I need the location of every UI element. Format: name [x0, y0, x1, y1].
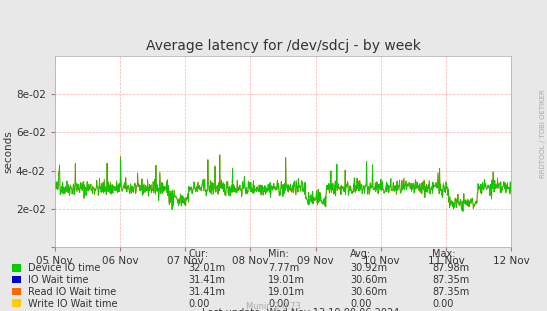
Text: 0.00: 0.00 [268, 299, 289, 309]
Text: RRDTOOL / TOBI OETIKER: RRDTOOL / TOBI OETIKER [540, 89, 546, 178]
Text: 7.77m: 7.77m [268, 263, 299, 273]
Text: 31.41m: 31.41m [189, 287, 226, 297]
Text: 87.35m: 87.35m [432, 287, 469, 297]
Text: Munin 2.0.73: Munin 2.0.73 [246, 301, 301, 310]
Title: Average latency for /dev/sdcj - by week: Average latency for /dev/sdcj - by week [146, 39, 421, 53]
Text: Read IO Wait time: Read IO Wait time [28, 287, 117, 297]
Text: 31.41m: 31.41m [189, 275, 226, 285]
Text: Last update: Wed Nov 13 10:00:06 2024: Last update: Wed Nov 13 10:00:06 2024 [202, 308, 399, 311]
Text: IO Wait time: IO Wait time [28, 275, 89, 285]
Text: Avg:: Avg: [350, 248, 371, 258]
Y-axis label: seconds: seconds [3, 130, 13, 173]
Text: 87.98m: 87.98m [432, 263, 469, 273]
Text: Min:: Min: [268, 248, 289, 258]
Text: Write IO Wait time: Write IO Wait time [28, 299, 118, 309]
Text: 0.00: 0.00 [189, 299, 210, 309]
Text: Max:: Max: [432, 248, 456, 258]
Text: 30.60m: 30.60m [350, 275, 387, 285]
Text: 30.60m: 30.60m [350, 287, 387, 297]
Text: 0.00: 0.00 [350, 299, 371, 309]
Text: 19.01m: 19.01m [268, 275, 305, 285]
Text: 0.00: 0.00 [432, 299, 453, 309]
Text: 32.01m: 32.01m [189, 263, 226, 273]
Text: 19.01m: 19.01m [268, 287, 305, 297]
Text: 30.92m: 30.92m [350, 263, 387, 273]
Text: 87.35m: 87.35m [432, 275, 469, 285]
Text: Device IO time: Device IO time [28, 263, 101, 273]
Text: Cur:: Cur: [189, 248, 209, 258]
